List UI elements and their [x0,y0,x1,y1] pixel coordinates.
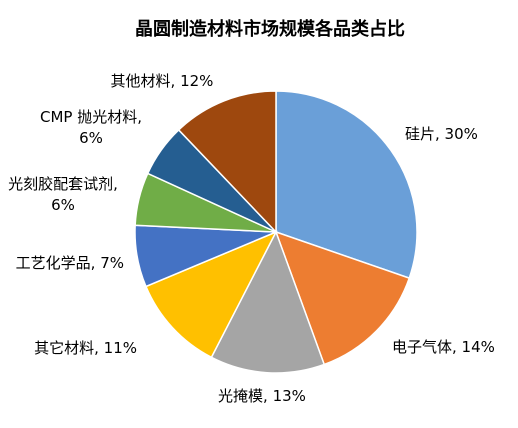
chart-title: 晶圆制造材料市场规模各品类占比 [135,18,405,40]
slice-label-3: 光掩模, 13% [218,387,306,405]
pie-slice-2 [274,230,411,366]
slice-label-4: 其它材料, 11% [34,339,137,357]
slice-labels: 硅片, 30% 电子气体, 14% 光掩模, 13% 其它材料, 11% 工艺化学品, … [8,72,495,405]
slice-label-8: 其他材料, 12% [111,72,214,90]
pie-slices [134,90,418,374]
slice-label-5: 工艺化学品, 7% [16,254,124,272]
slice-label-2: 电子气体, 14% [392,338,495,356]
pie-slice-1 [275,90,418,280]
pie-slice-8 [177,90,277,234]
slice-label-1: 硅片, 30% [405,125,478,143]
slice-label-7: CMP 抛光材料, 6% [40,108,142,147]
pie-slice-3 [210,230,326,374]
slice-label-6: 光刻胶配套试剂, 6% [8,175,118,214]
pie-slice-4 [144,230,278,359]
